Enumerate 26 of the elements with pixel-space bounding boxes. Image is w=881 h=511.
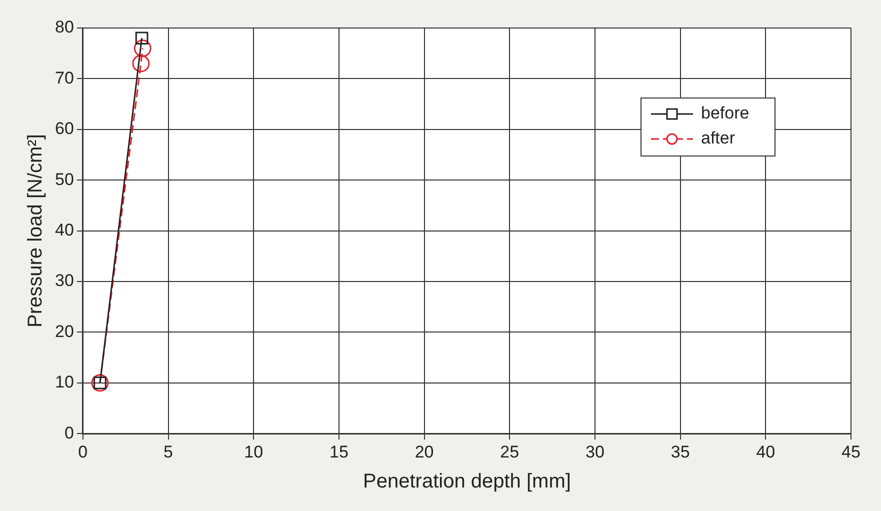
y-tick-label: 50 xyxy=(54,170,74,189)
x-tick-label: 10 xyxy=(244,442,264,462)
y-tick-label: 80 xyxy=(54,18,74,37)
x-tick-label: 0 xyxy=(78,442,88,462)
y-tick-label: 20 xyxy=(54,322,74,341)
y-tick-label: 70 xyxy=(54,68,74,88)
y-tick-label: 10 xyxy=(54,372,74,392)
x-tick-label: 35 xyxy=(670,442,690,462)
point xyxy=(132,54,150,72)
point xyxy=(134,40,152,58)
x-tick-label: 5 xyxy=(164,442,173,462)
point xyxy=(135,32,148,45)
x-tick-label: 25 xyxy=(500,442,520,462)
y-axis-title: Pressure load [N/cm²] xyxy=(24,134,47,328)
legend-label: after xyxy=(701,128,736,148)
y-tick-label: 30 xyxy=(54,271,74,290)
y-tick-label: 40 xyxy=(54,220,74,240)
x-tick-label: 20 xyxy=(414,442,434,462)
x-axis-title: Penetration depth [mm] xyxy=(363,470,571,493)
y-tick-label: 60 xyxy=(54,119,74,138)
x-tick-label: 45 xyxy=(842,442,860,462)
x-tick-label: 15 xyxy=(329,442,348,462)
y-tick-label: 0 xyxy=(64,423,74,442)
legend-label: before xyxy=(701,104,750,123)
x-tick-label: 40 xyxy=(756,442,776,462)
x-tick-label: 30 xyxy=(586,442,604,462)
